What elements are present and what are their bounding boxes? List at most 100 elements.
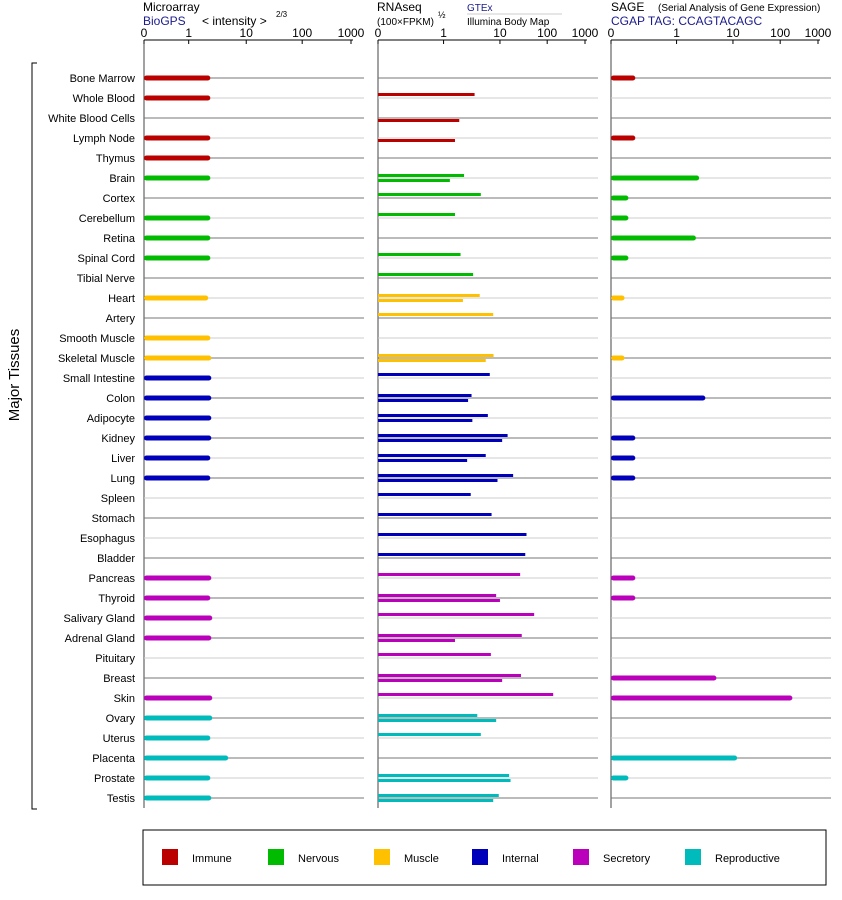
sage-bar <box>611 195 629 201</box>
rnaseq-gtex-bar <box>378 253 461 256</box>
tissue-label: Whole Blood <box>73 93 135 105</box>
rnaseq-gtex-bar <box>378 213 455 216</box>
microarray-bar <box>144 335 211 341</box>
sage-title-note: (Serial Analysis of Gene Expression) <box>658 3 820 14</box>
microarray-bar <box>144 715 213 721</box>
tissue-label: Skin <box>114 693 135 705</box>
rnaseq-illumina-bar <box>378 119 460 122</box>
tissue-label: Liver <box>111 453 135 465</box>
microarray-scale-exponent: 2/3 <box>276 10 288 19</box>
microarray-source: BioGPS <box>143 14 186 28</box>
tissue-label: Heart <box>108 293 135 305</box>
rnaseq-gtex-bar <box>378 313 494 316</box>
microarray-tick-label: 1 <box>185 26 192 40</box>
rnaseq-gtex-bar <box>378 733 481 736</box>
sage-tick-label: 10 <box>726 26 740 40</box>
sage-bar <box>611 395 706 401</box>
legend: Immune Nervous Muscle Internal Secretory Repr… <box>162 849 780 865</box>
tissue-label: Smooth Muscle <box>59 333 135 345</box>
microarray-bar <box>144 255 211 261</box>
tissue-label: Uterus <box>103 733 136 745</box>
tissue-label: Placenta <box>92 753 136 765</box>
microarray-tick-label: 100 <box>292 26 312 40</box>
rnaseq-gtex-bar <box>378 774 510 777</box>
microarray-tick-label: 1000 <box>338 26 365 40</box>
sage-tag: CGAP TAG: CCAGTACAGC <box>611 14 762 28</box>
rnaseq-gtex-bar <box>378 454 486 457</box>
rnaseq-gtex-bar <box>378 714 478 717</box>
tissue-label: Skeletal Muscle <box>58 353 135 365</box>
microarray-bar <box>144 795 212 801</box>
microarray-bar <box>144 775 211 781</box>
sage-bar <box>611 775 629 781</box>
tissues-bracket <box>31 62 37 810</box>
rnaseq-gtex-bar <box>378 634 522 637</box>
rnaseq-title: RNAseq <box>377 0 422 14</box>
rnaseq-gtex-bar <box>378 474 514 477</box>
axes-layer: 0 1 10 100 1000 0 1 10 100 1000 0 1 10 100 1000 <box>141 26 832 808</box>
tissue-label: Kidney <box>101 433 135 445</box>
microarray-scale-label: < intensity > <box>202 14 267 28</box>
microarray-bar <box>144 155 211 161</box>
legend-swatch-internal <box>472 849 488 865</box>
tissue-label: Spleen <box>101 493 135 505</box>
tissue-label: Pituitary <box>95 653 135 665</box>
microarray-bar <box>144 95 211 101</box>
tissue-label: Pancreas <box>89 573 136 585</box>
sage-bar <box>611 475 636 481</box>
microarray-bar <box>144 635 212 641</box>
microarray-bar <box>144 215 211 221</box>
tissue-label: Esophagus <box>80 533 136 545</box>
microarray-bar <box>144 235 211 241</box>
rnaseq-illumina-bar <box>378 399 469 402</box>
sage-bar <box>611 135 636 141</box>
legend-label-reproductive: Reproductive <box>715 853 780 865</box>
group-label: Major Tissues <box>6 329 23 422</box>
tissue-label: Bladder <box>97 553 135 565</box>
microarray-bar <box>144 735 211 741</box>
sage-bar <box>611 355 625 361</box>
legend-label-nervous: Nervous <box>298 853 339 865</box>
sage-bar <box>611 435 636 441</box>
rnaseq-illumina-bar <box>378 179 450 182</box>
legend-label-immune: Immune <box>192 853 232 865</box>
sage-title: SAGE <box>611 0 644 14</box>
microarray-bar <box>144 475 211 481</box>
tissue-label: Thymus <box>96 153 136 165</box>
microarray-bar <box>144 75 211 81</box>
rnaseq-gtex-bar <box>378 394 472 397</box>
sage-tick-label: 1000 <box>805 26 832 40</box>
rnaseq-gtex-bar <box>378 693 554 696</box>
rnaseq-scale-label: (100×FPKM) <box>377 17 434 28</box>
sage-bar <box>611 455 636 461</box>
microarray-title: Microarray <box>143 0 200 14</box>
sage-bar <box>611 575 636 581</box>
tissue-label: Lung <box>111 473 135 485</box>
rnaseq-scale-exponent: ½ <box>438 10 446 20</box>
microarray-bar <box>144 135 211 141</box>
rnaseq-gtex-bar <box>378 653 491 656</box>
legend-label-internal: Internal <box>502 853 539 865</box>
rnaseq-illumina-bar <box>378 419 473 422</box>
tissue-label: Colon <box>106 393 135 405</box>
tissue-label: Retina <box>103 233 136 245</box>
sage-tick-label: 1 <box>673 26 680 40</box>
rnaseq-tick-label: 0 <box>375 26 382 40</box>
tissue-label: Breast <box>103 673 135 685</box>
tissue-label: Ovary <box>106 713 136 725</box>
microarray-tick-label: 10 <box>240 26 254 40</box>
rnaseq-gtex-bar <box>378 434 508 437</box>
rnaseq-illumina-bar <box>378 779 511 782</box>
rnaseq-illumina-bar <box>378 299 463 302</box>
rnaseq-illumina-bar <box>378 439 503 442</box>
rnaseq-gtex-bar <box>378 533 527 536</box>
sage-bar <box>611 175 700 181</box>
legend-swatch-nervous <box>268 849 284 865</box>
microarray-bar <box>144 175 211 181</box>
rnaseq-tick-label: 1 <box>440 26 447 40</box>
rnaseq-gtex-bar <box>378 493 471 496</box>
tissue-label: White Blood Cells <box>48 113 135 125</box>
rnaseq-gtex-bar <box>378 414 488 417</box>
rnaseq-gtex-bar <box>378 674 521 677</box>
sage-bar <box>611 675 717 681</box>
